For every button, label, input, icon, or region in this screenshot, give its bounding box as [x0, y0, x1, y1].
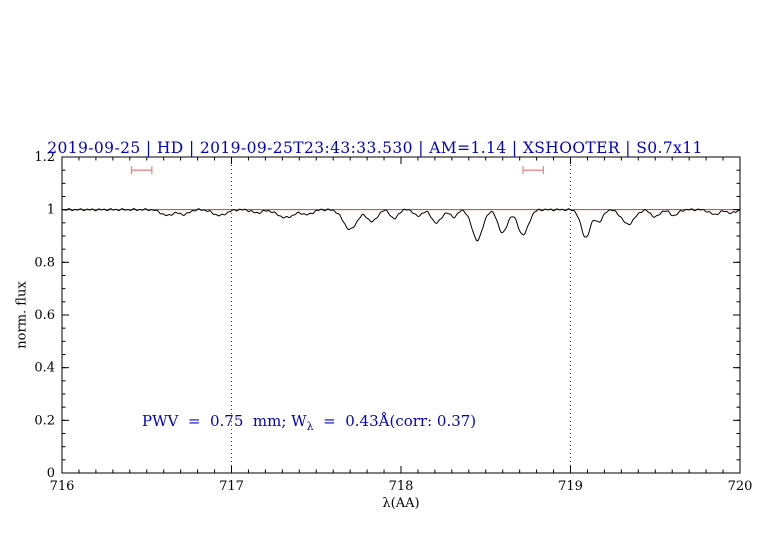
x-axis-label: λ(AA)	[382, 496, 420, 511]
y-tick-label: 0.2	[34, 413, 55, 428]
pwv-annotation: PWV = 0.75 mm; Wλ = 0.43Å(corr: 0.37)	[142, 412, 476, 433]
y-axis-label: norm. flux	[14, 281, 30, 349]
y-tick-label: 0.8	[34, 255, 55, 270]
pwv-annotation-suffix: = 0.43Å(corr: 0.37)	[313, 412, 477, 430]
x-tick-label: 719	[558, 479, 583, 494]
x-tick-label: 718	[389, 479, 414, 494]
x-tick-label: 717	[219, 479, 244, 494]
y-tick-label: 1	[47, 203, 55, 218]
x-tick-label: 716	[50, 479, 75, 494]
y-tick-label: 0.6	[34, 308, 55, 323]
pwv-annotation-subscript: λ	[306, 420, 314, 433]
plot-title: 2019-09-25 | HD | 2019-09-25T23:43:33.53…	[47, 139, 703, 157]
y-tick-label: 0.4	[34, 361, 55, 376]
pwv-annotation-prefix: PWV = 0.75 mm; W	[142, 412, 307, 430]
spectrum-line	[61, 208, 741, 242]
y-tick-label: 0	[47, 466, 55, 481]
x-tick-label: 720	[728, 479, 753, 494]
y-tick-label: 1.2	[34, 150, 55, 165]
